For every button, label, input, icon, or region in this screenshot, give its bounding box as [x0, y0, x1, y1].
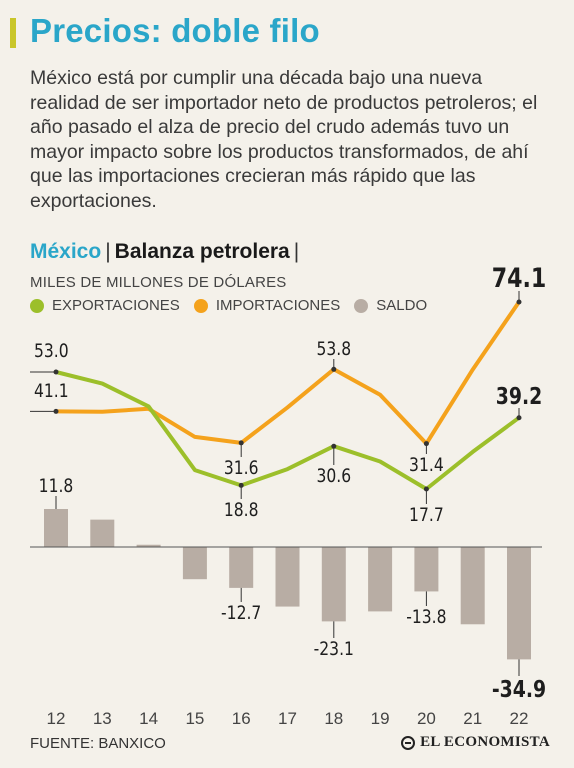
bar-saldo-14	[136, 544, 161, 547]
bar-saldo-21	[460, 547, 485, 625]
legend-label-imports: IMPORTACIONES	[215, 297, 341, 314]
bar-saldo-20	[414, 547, 439, 592]
subtitle-separator: |	[105, 240, 111, 263]
x-tick-label-15: 15	[185, 709, 204, 728]
bar-saldo-17	[275, 547, 300, 607]
legend-item-exports: EXPORTACIONES	[30, 297, 180, 314]
legend-dot-balance	[354, 298, 369, 313]
legend-dot-exports	[30, 298, 44, 313]
brand-name: EL ECONOMISTA	[420, 734, 550, 750]
value-label-saldo-20: -13.8	[406, 607, 446, 629]
value-label-saldo-22: -34.9	[492, 675, 546, 702]
source-note: FUENTE: BANXICO	[30, 735, 166, 752]
x-tick-label-20: 20	[417, 709, 436, 728]
value-label-importaciones-22: 74.1	[492, 262, 547, 294]
value-label-saldo-18: -23.1	[314, 639, 354, 661]
brand-logo-icon	[401, 735, 416, 750]
subtitle-topic: Balanza petrolera	[114, 240, 290, 263]
legend-item-imports: IMPORTACIONES	[193, 297, 341, 314]
value-label-exportaciones-22: 39.2	[496, 382, 543, 409]
value-label-importaciones-18: 53.8	[316, 339, 351, 361]
x-tick-label-22: 22	[510, 709, 529, 728]
bar-saldo-16	[229, 547, 254, 588]
value-label-exportaciones-12: 53.0	[34, 341, 69, 363]
x-tick-label-12: 12	[47, 709, 66, 728]
chart-legend: EXPORTACIONES IMPORTACIONES SALDO	[30, 297, 441, 314]
page-title: Precios: doble filo	[30, 12, 320, 49]
publisher-brand: EL ECONOMISTA	[401, 734, 550, 751]
line-exportaciones	[54, 370, 521, 491]
title-accent-bar	[10, 18, 16, 48]
x-tick-label-13: 13	[93, 709, 112, 728]
value-label-saldo-16: -12.7	[221, 603, 261, 625]
legend-item-balance: SALDO	[354, 297, 427, 314]
x-tick-label-21: 21	[463, 709, 482, 728]
x-tick-label-17: 17	[278, 709, 297, 728]
bar-saldo-12	[44, 509, 68, 547]
line-importaciones	[54, 300, 521, 446]
bar-saldo-13	[90, 519, 115, 547]
value-label-saldo-12: 11.8	[39, 476, 74, 498]
value-label-exportaciones-16: 18.8	[224, 500, 259, 522]
bar-saldo-15	[182, 547, 207, 580]
value-label-importaciones-12: 41.1	[34, 381, 69, 403]
legend-dot-imports	[193, 298, 208, 313]
value-label-exportaciones-18: 30.6	[316, 466, 351, 488]
x-tick-label-19: 19	[371, 709, 390, 728]
subtitle-separator-end: |	[293, 240, 300, 263]
value-label-importaciones-16: 31.6	[224, 458, 259, 480]
bar-saldo-18	[321, 547, 346, 622]
intro-paragraph: México está por cumplir una década bajo …	[30, 67, 538, 212]
bar-saldo-19	[368, 547, 393, 612]
bar-saldo-22	[507, 547, 531, 660]
subtitle-country: México	[30, 240, 102, 263]
legend-label-balance: SALDO	[376, 297, 428, 314]
x-tick-label-16: 16	[232, 709, 251, 728]
value-label-exportaciones-20: 17.7	[409, 505, 444, 527]
x-tick-label-14: 14	[139, 709, 158, 728]
chart-units: MILES DE MILLONES DE DÓLARES	[30, 274, 287, 291]
value-label-importaciones-20: 31.4	[409, 455, 444, 477]
chart-subtitle: México | Balanza petrolera |	[30, 240, 303, 264]
legend-label-exports: EXPORTACIONES	[52, 297, 180, 314]
x-tick-label-18: 18	[324, 709, 343, 728]
